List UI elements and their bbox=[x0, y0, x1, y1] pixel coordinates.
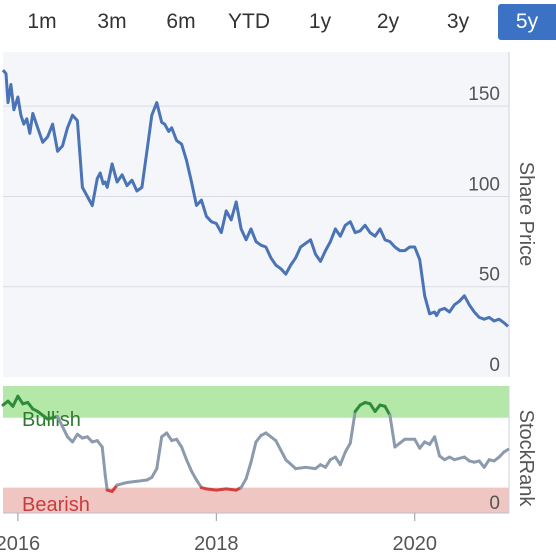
stockrank-segment bbox=[338, 450, 347, 467]
x-tick-label: 2018 bbox=[194, 533, 239, 555]
stockrank-segment bbox=[324, 458, 332, 469]
stockrank-segment bbox=[195, 478, 203, 490]
stockrank-segment bbox=[71, 432, 79, 444]
stockrank-segment bbox=[11, 394, 20, 408]
stockrank-segment bbox=[115, 481, 129, 487]
tab-1y[interactable]: 1y bbox=[308, 10, 332, 33]
x-tick-label: 2016 bbox=[0, 533, 40, 555]
range-tabs: 1m 3m 6m YTD 1y 2y 3y 5y bbox=[0, 0, 556, 44]
tab-ytd[interactable]: YTD bbox=[228, 10, 270, 33]
stockrank-line bbox=[1, 394, 510, 493]
stockrank-segment bbox=[224, 487, 238, 492]
tab-2y[interactable]: 2y bbox=[376, 10, 400, 33]
price-tick-labels: 0 50 100 150 bbox=[468, 84, 500, 376]
tab-1m[interactable]: 1m bbox=[27, 10, 57, 33]
stockrank-segment bbox=[150, 467, 159, 479]
stockrank-segment bbox=[244, 460, 253, 481]
stockrank-segment bbox=[125, 479, 139, 484]
bearish-band bbox=[3, 487, 509, 513]
tab-3y[interactable]: 3y bbox=[446, 10, 470, 33]
stockrank-segment bbox=[348, 409, 357, 445]
rank-tick-labels: 0 bbox=[489, 493, 500, 514]
price-tick-label: 0 bbox=[489, 355, 500, 376]
tab-5y[interactable]: 5y bbox=[498, 4, 556, 40]
stockrank-segment bbox=[103, 473, 109, 492]
stockrank-segment bbox=[482, 458, 491, 469]
tab-3m[interactable]: 3m bbox=[97, 10, 127, 33]
stockrank-segment bbox=[274, 439, 288, 462]
stockrank-segment bbox=[239, 477, 248, 490]
share-price-line bbox=[1, 69, 510, 328]
stockrank-segment bbox=[502, 448, 510, 454]
bullish-label: Bullish bbox=[22, 409, 81, 431]
price-tick-label: 50 bbox=[479, 265, 500, 286]
stockrank-segment bbox=[433, 435, 441, 458]
x-axis-ticks: 2016 2018 2020 bbox=[0, 513, 437, 555]
stockrank-segment bbox=[135, 478, 149, 483]
bullish-band bbox=[3, 386, 509, 418]
stockrank-segment bbox=[165, 431, 174, 443]
stockrank-segment bbox=[61, 425, 69, 439]
bearish-label: Bearish bbox=[22, 494, 90, 516]
stockrank-segment bbox=[343, 441, 352, 454]
stockrank-segment bbox=[56, 415, 64, 429]
stockrank-segment bbox=[36, 409, 50, 421]
rank-axis-title: StockRank bbox=[515, 410, 537, 508]
stockrank-segment bbox=[294, 465, 308, 471]
stockrank-segment bbox=[388, 413, 397, 449]
stockrank-segment bbox=[452, 455, 466, 462]
price-tick-label: 100 bbox=[468, 174, 500, 195]
stockrank-segment bbox=[185, 458, 193, 473]
stockrank-segment bbox=[249, 440, 258, 464]
stockrank-segment bbox=[16, 394, 25, 406]
stockrank-segment bbox=[175, 437, 184, 449]
stockrank-segment bbox=[204, 487, 218, 492]
stockrank-segment bbox=[304, 465, 317, 471]
x-tick-label: 2020 bbox=[392, 533, 437, 555]
stockrank-segment bbox=[214, 487, 228, 492]
tab-6m[interactable]: 6m bbox=[166, 10, 196, 33]
stockrank-segment bbox=[383, 404, 392, 417]
stockrank-segment bbox=[155, 435, 164, 471]
rank-tick-label: 0 bbox=[489, 493, 500, 514]
price-axis-title: Share Price bbox=[515, 162, 537, 267]
stockrank-segment bbox=[46, 415, 60, 421]
stockrank-segment bbox=[413, 437, 422, 450]
stockrank-segment bbox=[100, 445, 107, 477]
stockrank-segment bbox=[180, 445, 188, 462]
stockrank-segment bbox=[190, 469, 198, 482]
price-tick-label: 150 bbox=[468, 84, 500, 105]
stockrank-segment bbox=[284, 458, 298, 471]
price-plot-area bbox=[3, 52, 509, 377]
